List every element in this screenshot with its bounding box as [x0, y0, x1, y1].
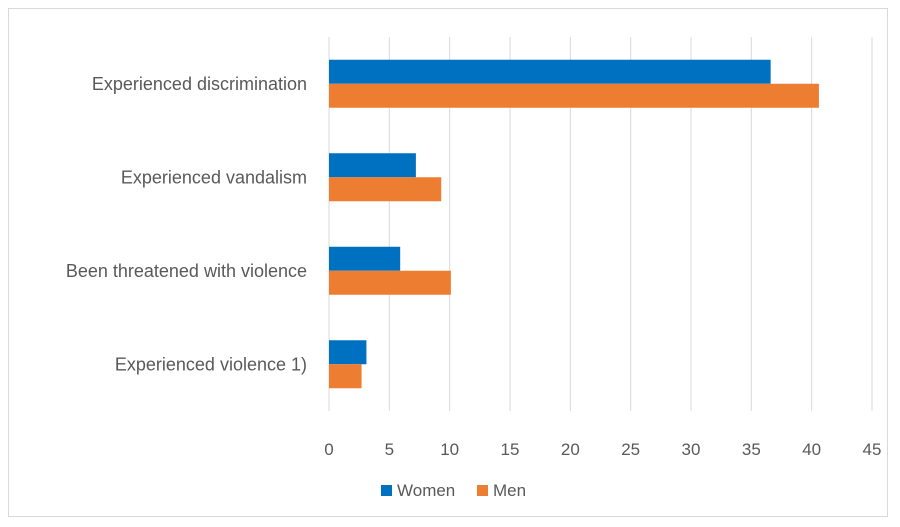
- x-tick-label: 0: [324, 440, 333, 459]
- bar-women-2: [329, 246, 401, 271]
- x-tick-label: 35: [742, 440, 761, 459]
- bar-men-3: [329, 364, 362, 389]
- legend: Women Men: [381, 481, 526, 500]
- bar-chart: Experienced discrimination Experienced va…: [66, 37, 881, 500]
- x-tick-label: 5: [385, 440, 394, 459]
- bars: [329, 59, 819, 389]
- legend-swatch-men: [477, 485, 488, 496]
- category-label: Experienced vandalism: [121, 167, 307, 187]
- x-tick-labels: 0 5 10 15 20 25 30 35 40 45: [324, 440, 881, 459]
- bar-women-3: [329, 340, 367, 365]
- category-labels: Experienced discrimination Experienced va…: [66, 74, 307, 375]
- bar-men-1: [329, 177, 442, 202]
- x-tick-label: 45: [863, 440, 882, 459]
- legend-label-men: Men: [493, 481, 526, 500]
- x-tick-label: 10: [440, 440, 459, 459]
- x-tick-label: 15: [501, 440, 520, 459]
- x-tick-label: 25: [621, 440, 640, 459]
- bar-women-0: [329, 59, 771, 84]
- chart-frame: Experienced discrimination Experienced va…: [8, 8, 888, 517]
- bar-men-2: [329, 270, 451, 295]
- bar-men-0: [329, 83, 819, 108]
- x-tick-label: 30: [682, 440, 701, 459]
- bar-women-1: [329, 153, 416, 178]
- x-tick-label: 40: [802, 440, 821, 459]
- legend-swatch-women: [381, 485, 392, 496]
- category-label: Experienced violence 1): [115, 354, 307, 374]
- x-tick-label: 20: [561, 440, 580, 459]
- legend-label-women: Women: [397, 481, 455, 500]
- category-label: Been threatened with violence: [66, 261, 307, 281]
- category-label: Experienced discrimination: [92, 74, 307, 94]
